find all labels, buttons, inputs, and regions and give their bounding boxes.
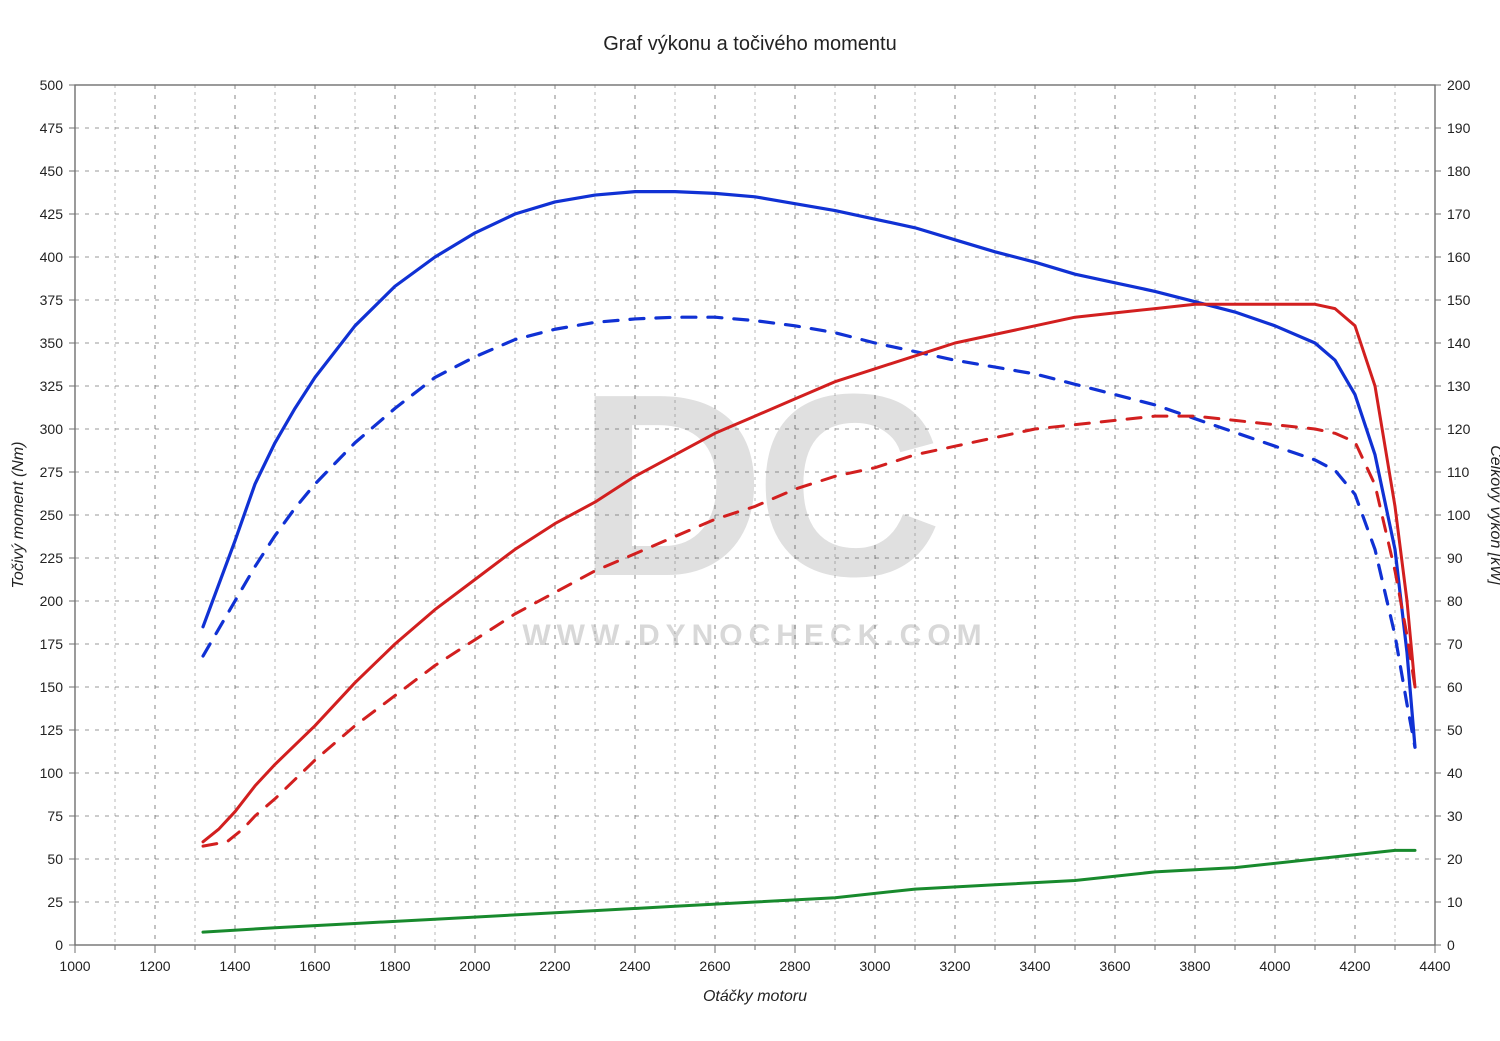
x-tick-label: 2000: [459, 958, 490, 974]
y-left-tick-label: 150: [40, 679, 64, 695]
x-tick-label: 2600: [699, 958, 730, 974]
y-right-tick-label: 150: [1447, 292, 1471, 308]
y-left-tick-label: 0: [55, 937, 63, 953]
x-tick-label: 1400: [219, 958, 250, 974]
y-right-tick-label: 10: [1447, 894, 1463, 910]
y-left-tick-label: 50: [47, 851, 63, 867]
y-right-tick-label: 160: [1447, 249, 1471, 265]
y-left-tick-label: 350: [40, 335, 64, 351]
y-left-tick-label: 250: [40, 507, 64, 523]
y-left-tick-label: 175: [40, 636, 64, 652]
y-left-tick-label: 225: [40, 550, 64, 566]
y-left-tick-label: 475: [40, 120, 64, 136]
x-tick-label: 3000: [859, 958, 890, 974]
x-tick-label: 3200: [939, 958, 970, 974]
y-right-tick-label: 80: [1447, 593, 1463, 609]
x-tick-label: 4400: [1419, 958, 1450, 974]
chart-container: DCWWW.DYNOCHECK.COM100012001400160018002…: [0, 0, 1500, 1041]
y-right-tick-label: 120: [1447, 421, 1471, 437]
watermark-logo: DC: [577, 341, 938, 631]
y-right-tick-label: 180: [1447, 163, 1471, 179]
y-right-tick-label: 110: [1447, 464, 1470, 480]
x-tick-label: 1200: [139, 958, 170, 974]
y-right-tick-label: 170: [1447, 206, 1471, 222]
x-tick-label: 4200: [1339, 958, 1370, 974]
y-right-axis-label: Celkový výkon [kW]: [1487, 445, 1500, 585]
y-right-tick-label: 200: [1447, 77, 1471, 93]
y-left-tick-label: 125: [40, 722, 64, 738]
x-tick-label: 1600: [299, 958, 330, 974]
y-left-tick-label: 375: [40, 292, 64, 308]
y-right-tick-label: 30: [1447, 808, 1463, 824]
y-left-tick-label: 300: [40, 421, 64, 437]
y-right-tick-label: 60: [1447, 679, 1463, 695]
y-right-tick-label: 90: [1447, 550, 1463, 566]
y-left-tick-label: 425: [40, 206, 64, 222]
y-left-tick-label: 100: [40, 765, 64, 781]
y-right-tick-label: 100: [1447, 507, 1471, 523]
x-tick-label: 3600: [1099, 958, 1130, 974]
y-left-axis-label: Točivý moment (Nm): [10, 442, 27, 589]
y-left-tick-label: 275: [40, 464, 64, 480]
y-right-tick-label: 0: [1447, 937, 1455, 953]
y-right-tick-label: 190: [1447, 120, 1471, 136]
x-tick-label: 1000: [59, 958, 90, 974]
x-tick-label: 2800: [779, 958, 810, 974]
x-tick-label: 2400: [619, 958, 650, 974]
y-right-tick-label: 20: [1447, 851, 1463, 867]
x-tick-label: 3800: [1179, 958, 1210, 974]
x-tick-label: 1800: [379, 958, 410, 974]
y-right-tick-label: 140: [1447, 335, 1471, 351]
x-tick-label: 2200: [539, 958, 570, 974]
x-axis-label: Otáčky motoru: [703, 988, 807, 1005]
y-right-tick-label: 40: [1447, 765, 1463, 781]
y-right-tick-label: 130: [1447, 378, 1471, 394]
y-left-tick-label: 500: [40, 77, 64, 93]
y-left-tick-label: 200: [40, 593, 64, 609]
dyno-chart-svg: DCWWW.DYNOCHECK.COM100012001400160018002…: [0, 0, 1500, 1041]
y-left-tick-label: 75: [47, 808, 63, 824]
y-right-tick-label: 70: [1447, 636, 1463, 652]
x-tick-label: 4000: [1259, 958, 1290, 974]
y-left-tick-label: 400: [40, 249, 64, 265]
y-left-tick-label: 25: [47, 894, 63, 910]
chart-title: Graf výkonu a točivého momentu: [603, 33, 896, 55]
y-right-tick-label: 50: [1447, 722, 1463, 738]
y-left-tick-label: 450: [40, 163, 64, 179]
y-left-tick-label: 325: [40, 378, 64, 394]
x-tick-label: 3400: [1019, 958, 1050, 974]
